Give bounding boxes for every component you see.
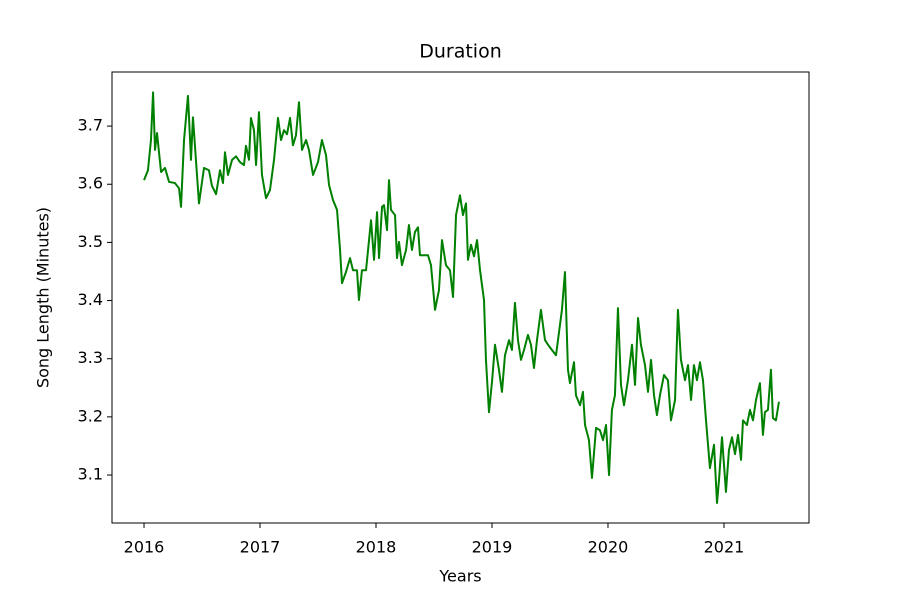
x-tick-label: 2016 xyxy=(124,538,165,557)
y-tick-label: 3.4 xyxy=(78,290,103,309)
chart-title: Duration xyxy=(419,41,502,63)
y-tick-label: 3.5 xyxy=(78,232,103,251)
y-tick-label: 3.1 xyxy=(78,465,103,484)
y-tick-label: 3.6 xyxy=(78,174,103,193)
y-axis-label: Song Length (Minutes) xyxy=(34,207,53,388)
x-axis-label: Years xyxy=(438,567,481,586)
y-tick-label: 3.7 xyxy=(78,116,103,135)
y-tick-label: 3.2 xyxy=(78,406,103,425)
x-tick-label: 2019 xyxy=(472,538,513,557)
x-tick-label: 2017 xyxy=(240,538,281,557)
x-tick-label: 2020 xyxy=(588,538,629,557)
x-tick-label: 2021 xyxy=(704,538,745,557)
line xyxy=(143,91,780,504)
x-tick-label: 2018 xyxy=(356,538,397,557)
plot-frame xyxy=(111,71,810,524)
y-tick-label: 3.3 xyxy=(78,348,103,367)
